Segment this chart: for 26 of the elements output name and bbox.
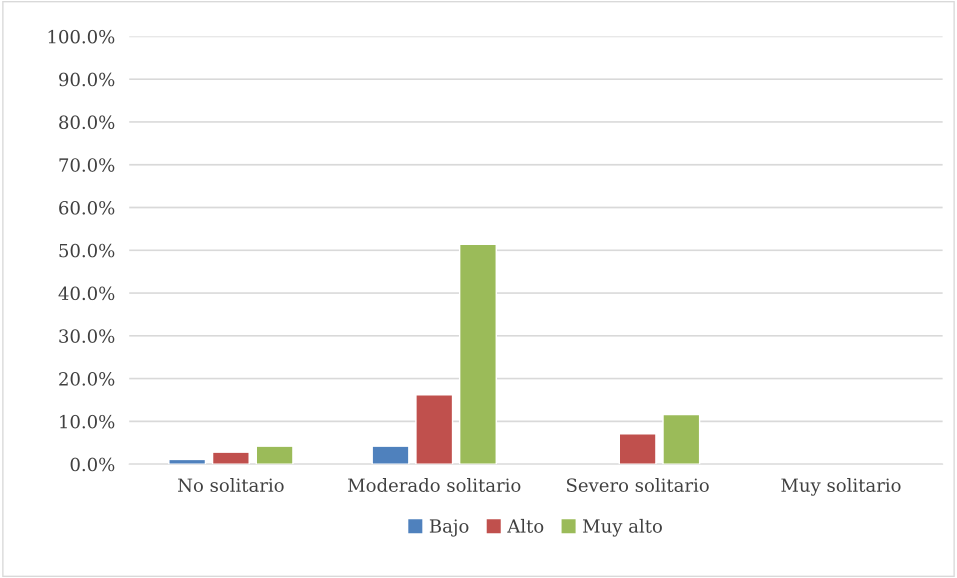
x-tick-label: Severo solitario — [567, 478, 709, 492]
legend-label: Muy alto — [583, 518, 662, 537]
bar — [662, 414, 700, 464]
y-tick-label: 100.0% — [48, 30, 114, 44]
bar — [618, 433, 657, 464]
y-tick-label: 30.0% — [59, 329, 114, 343]
y-tick-label: 20.0% — [59, 372, 114, 386]
y-tick-label: 70.0% — [59, 158, 114, 172]
x-tick-label: Moderado solitario — [348, 478, 520, 492]
bar — [415, 394, 454, 464]
bar — [458, 244, 497, 464]
y-tick-label: 10.0% — [60, 414, 114, 428]
x-tick-label: Muy solitario — [781, 478, 901, 496]
legend-label: Bajo — [430, 519, 468, 537]
bar — [212, 451, 250, 464]
bar — [256, 445, 294, 464]
y-tick-label: 90.0% — [59, 72, 114, 86]
legend-label: Alto — [507, 518, 544, 533]
y-tick-label: 50.0% — [59, 244, 114, 258]
y-tick-label: 40.0% — [58, 286, 114, 300]
y-tick-label: 60.0% — [59, 200, 114, 215]
x-tick-label: No solitario — [178, 478, 284, 492]
y-tick-label: 80.0% — [59, 115, 114, 130]
bar — [372, 445, 410, 464]
y-tick-label: 0.0% — [70, 458, 114, 472]
bar — [168, 458, 206, 464]
